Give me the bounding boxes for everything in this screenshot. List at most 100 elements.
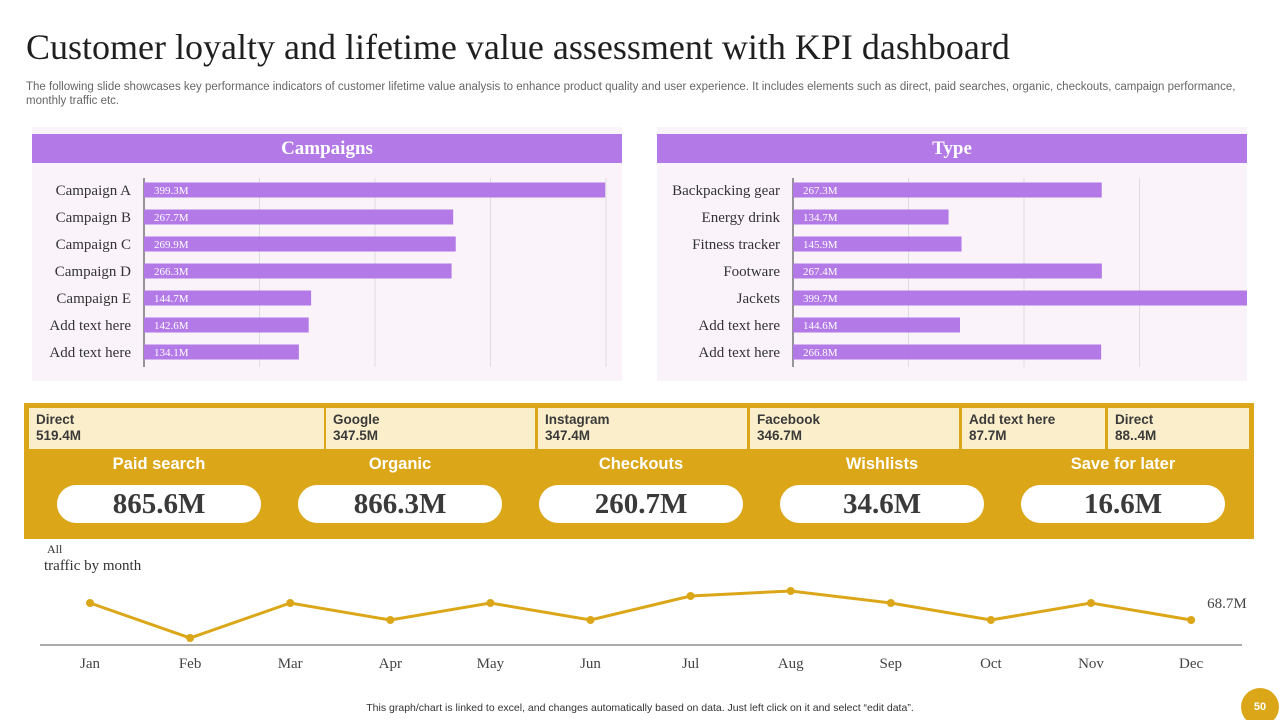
source-cell: Direct 519.4M <box>29 408 324 449</box>
source-name: Instagram <box>545 412 610 427</box>
bar <box>144 290 312 306</box>
source-cell: Facebook 346.7M <box>750 408 959 449</box>
bar-value-label: 267.3M <box>803 185 838 197</box>
traffic-filter-label: All <box>47 542 63 556</box>
traffic-chart-title: traffic by month <box>44 558 142 574</box>
category-label: Campaign D <box>55 264 131 280</box>
metric-value: 34.6M <box>780 485 984 523</box>
metric-label: Paid search <box>112 455 206 473</box>
month-label: May <box>477 656 505 672</box>
traffic-point <box>486 599 495 607</box>
source-name: Add text here <box>969 412 1056 427</box>
metric-value: 865.6M <box>57 485 261 523</box>
metric-value: 260.7M <box>539 485 743 523</box>
bar <box>793 344 1102 360</box>
bar <box>793 290 1247 306</box>
category-label: Add text here <box>49 318 131 334</box>
category-label: Campaign C <box>56 237 131 253</box>
bar <box>793 182 1102 198</box>
kpi-band: Direct 519.4M Google 347.5M Instagram 34… <box>24 403 1254 539</box>
traffic-point <box>386 616 395 624</box>
category-label: Backpacking gear <box>672 183 780 199</box>
source-cell: Add text here 87.7M <box>962 408 1105 449</box>
category-label: Campaign A <box>56 183 132 199</box>
bar-value-label: 266.3M <box>154 266 189 278</box>
campaigns-header: Campaigns <box>32 134 622 163</box>
traffic-point <box>1087 599 1095 607</box>
bar-value-label: 267.4M <box>803 266 838 278</box>
bar-value-label: 142.6M <box>154 320 189 332</box>
source-cell: Google 347.5M <box>326 408 535 449</box>
traffic-point <box>286 599 295 607</box>
type-panel: Type 267.3M Backpacking gear 134.7M Energy … <box>657 127 1247 381</box>
last-value-label: 68.7M <box>1207 596 1247 612</box>
source-name: Direct <box>36 412 75 427</box>
type-bar-chart: 267.3M Backpacking gear 134.7M Energy drink… <box>672 178 1247 367</box>
category-label: Add text here <box>49 345 131 361</box>
month-label: Oct <box>980 656 1002 672</box>
traffic-point <box>686 592 695 600</box>
source-name: Direct <box>1115 412 1154 427</box>
month-label: Sep <box>880 656 903 672</box>
source-name: Facebook <box>757 412 821 427</box>
metric-label: Wishlists <box>845 455 919 473</box>
traffic-point <box>786 587 795 595</box>
traffic-series-line <box>89 589 1192 640</box>
month-label: Jul <box>682 656 700 672</box>
source-value: 347.5M <box>333 428 379 443</box>
page-number: 50 <box>1241 688 1279 720</box>
month-label: Aug <box>778 656 804 672</box>
traffic-point <box>1187 616 1196 624</box>
metric-value: 16.6M <box>1021 485 1225 523</box>
source-cell: Direct 88..4M <box>1108 408 1249 449</box>
bar-value-label: 399.7M <box>803 293 838 305</box>
source-cell: Instagram 347.4M <box>538 408 747 449</box>
campaigns-bar-chart: 399.3M Campaign A 267.7M Campaign B 269.9M Ca… <box>49 178 607 367</box>
bar-value-label: 144.6M <box>803 320 838 332</box>
bar <box>144 236 456 252</box>
bar <box>793 263 1102 279</box>
source-name: Google <box>333 412 380 427</box>
category-label: Jackets <box>737 291 780 307</box>
month-label: Mar <box>278 656 303 672</box>
bar-value-label: 267.7M <box>154 212 189 224</box>
footer-note: This graph/chart is linked to excel, and… <box>366 702 914 714</box>
month-label: Jun <box>580 656 601 672</box>
bar <box>144 344 299 360</box>
metric-label: Organic <box>368 455 432 473</box>
category-label: Campaign B <box>56 210 131 226</box>
month-label: Apr <box>379 656 402 672</box>
traffic-point <box>586 616 595 624</box>
month-label: Nov <box>1078 656 1104 672</box>
month-label: Feb <box>179 656 202 672</box>
category-label: Energy drink <box>702 210 781 226</box>
bar-value-label: 134.1M <box>154 347 189 359</box>
traffic-point <box>86 599 94 607</box>
bar <box>144 209 454 225</box>
bar-value-label: 134.7M <box>803 212 838 224</box>
source-value: 346.7M <box>757 428 803 443</box>
source-value: 519.4M <box>36 428 82 443</box>
campaigns-panel: Campaigns 399.3M Campaign A 267.7M Campaign… <box>32 127 622 381</box>
bar-value-label: 144.7M <box>154 293 189 305</box>
bar <box>793 209 949 225</box>
category-label: Add text here <box>698 345 780 361</box>
bar <box>144 317 309 333</box>
category-label: Add text here <box>698 318 780 334</box>
category-label: Campaign E <box>56 291 131 307</box>
traffic-point <box>186 634 195 642</box>
slide-subtitle: The following slide showcases key perfor… <box>26 81 1236 107</box>
traffic-point <box>886 599 895 607</box>
bar <box>144 263 452 279</box>
metric-label: Save for later <box>1070 455 1176 473</box>
bar <box>793 236 962 252</box>
source-value: 347.4M <box>545 428 591 443</box>
category-label: Fitness tracker <box>692 237 780 253</box>
type-header: Type <box>657 134 1247 163</box>
source-value: 87.7M <box>969 428 1007 443</box>
month-label: Dec <box>1179 656 1203 672</box>
metric-value: 866.3M <box>298 485 502 523</box>
bar-value-label: 269.9M <box>154 239 189 251</box>
bar <box>793 317 961 333</box>
bar-value-label: 399.3M <box>154 185 189 197</box>
